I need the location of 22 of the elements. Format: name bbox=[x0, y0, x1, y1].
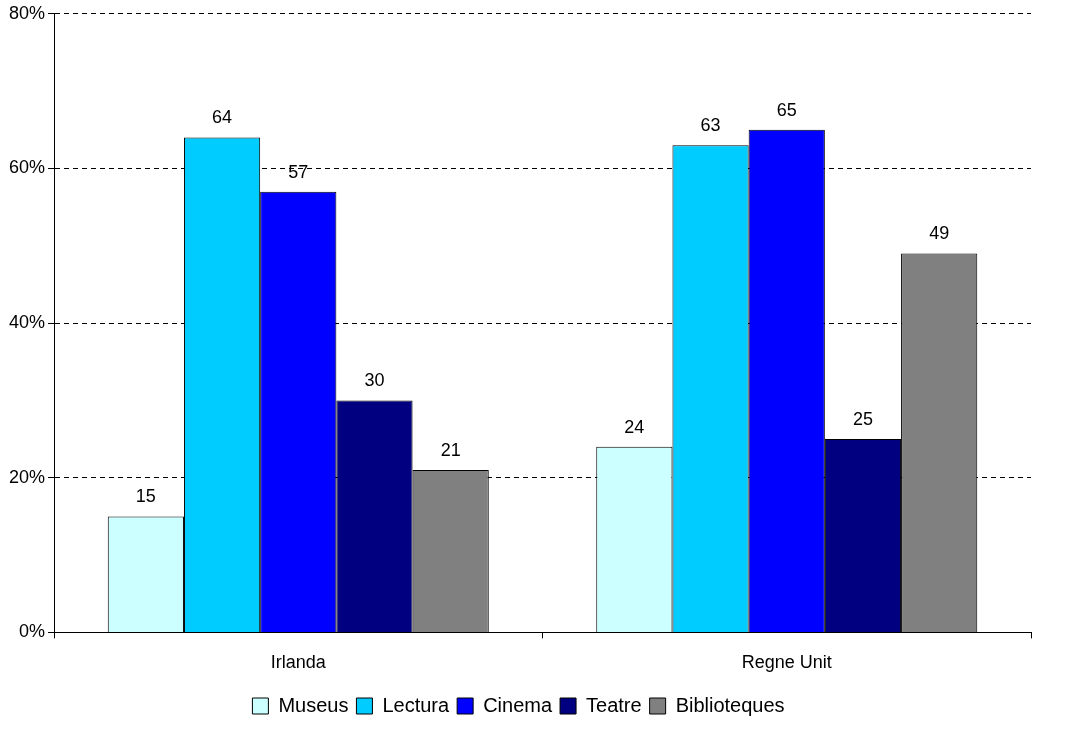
data-label: 15 bbox=[135, 486, 156, 507]
legend-label: Lectura bbox=[382, 693, 451, 716]
data-label: 57 bbox=[288, 161, 309, 182]
data-label: 21 bbox=[440, 439, 461, 460]
data-label: 65 bbox=[776, 99, 797, 120]
data-label: 25 bbox=[852, 409, 873, 430]
legend-label: Teatre bbox=[586, 693, 642, 716]
legend-label: Museus bbox=[278, 693, 349, 716]
data-label: 63 bbox=[700, 115, 721, 136]
y-tick-label: 20% bbox=[9, 466, 46, 487]
y-tick-label: 80% bbox=[9, 2, 46, 23]
x-tick-label: Irlanda bbox=[270, 652, 327, 673]
data-label: 49 bbox=[929, 223, 950, 244]
legend-label: Cinema bbox=[483, 693, 553, 716]
data-label: 24 bbox=[624, 416, 645, 437]
y-tick-label: 60% bbox=[9, 157, 46, 178]
data-label: 30 bbox=[364, 370, 385, 391]
y-tick-label: 40% bbox=[9, 312, 46, 333]
data-label: 64 bbox=[212, 107, 233, 128]
y-tick-label: 0% bbox=[19, 621, 46, 642]
legend-label: Biblioteques bbox=[675, 693, 785, 716]
x-tick-label: Regne Unit bbox=[741, 652, 832, 673]
